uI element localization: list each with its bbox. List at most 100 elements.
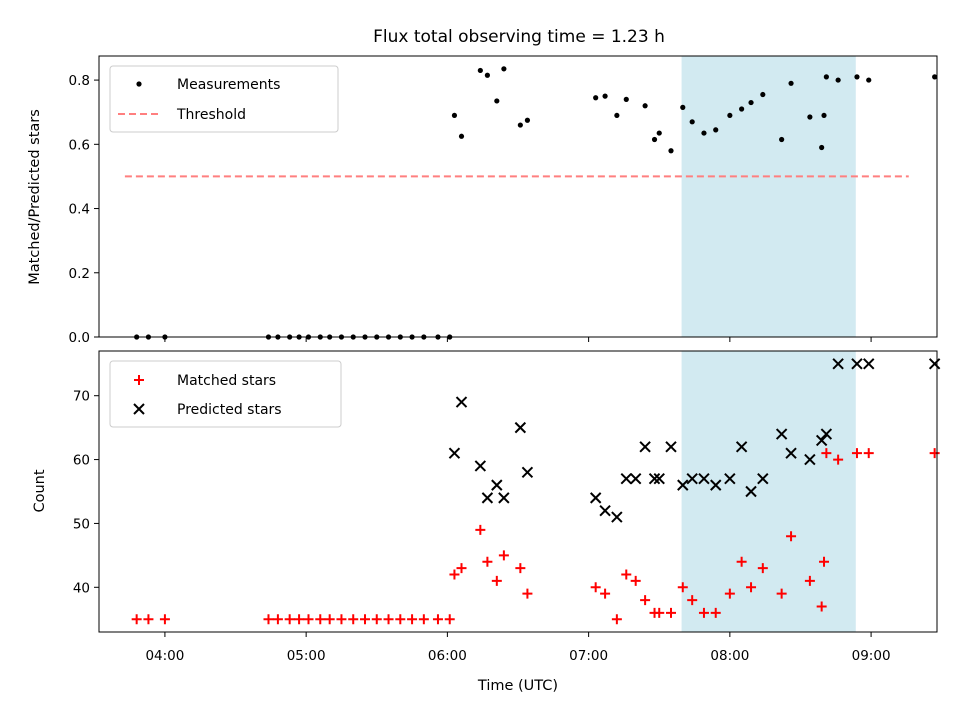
predicted-star-markers	[448, 358, 941, 523]
matched-star-marker	[600, 588, 611, 599]
predicted-star-marker	[620, 473, 632, 485]
matched-star-marker	[611, 614, 622, 625]
x-tick-label: 06:00	[428, 648, 467, 664]
matched-star-marker	[590, 582, 601, 593]
matched-star-marker	[816, 601, 827, 612]
x-tick-label: 07:00	[569, 648, 608, 664]
matched-star-marker	[418, 614, 429, 625]
matched-star-marker	[449, 569, 460, 580]
matched-star-marker	[359, 614, 370, 625]
predicted-star-marker	[589, 492, 602, 504]
matched-star-marker	[819, 556, 830, 567]
highlight-span-bottom	[681, 351, 856, 632]
predicted-star-marker	[629, 473, 642, 485]
legend-label-threshold: Threshold	[176, 107, 246, 123]
matched-star-marker	[621, 569, 632, 580]
x-tick-label: 08:00	[710, 648, 749, 664]
matched-star-marker	[475, 524, 486, 535]
matched-star-marker	[336, 614, 347, 625]
measurement-point	[494, 98, 500, 104]
matched-star-marker	[371, 614, 382, 625]
count-y-ticks: 40 50 60 70	[73, 389, 99, 596]
predicted-star-marker	[653, 473, 665, 485]
ratio-y-ticks: 0.0 0.2 0.4 0.6 0.8	[69, 73, 99, 346]
predicted-star-marker	[745, 485, 757, 498]
predicted-star-marker	[498, 492, 510, 504]
measurement-point	[593, 95, 599, 101]
measurement-point	[866, 77, 872, 83]
matched-star-marker	[630, 575, 641, 586]
matched-star-marker	[515, 563, 526, 574]
measurement-point	[932, 74, 938, 80]
measurement-point	[748, 99, 754, 106]
y-tick-label: 0.8	[69, 73, 90, 89]
predicted-star-marker	[735, 441, 748, 453]
ratio-legend-box	[109, 65, 339, 133]
matched-star-marker	[131, 614, 142, 625]
matched-star-marker	[677, 582, 688, 593]
matched-star-marker	[432, 614, 443, 625]
matched-star-marker	[710, 607, 721, 618]
y-tick-label: 0.0	[69, 330, 90, 346]
matched-star-marker	[736, 556, 747, 567]
y-tick-label: 0.4	[69, 202, 90, 218]
y-tick-label: 70	[73, 389, 90, 405]
measurement-points	[134, 66, 938, 340]
predicted-star-marker	[611, 511, 623, 523]
measurement-point	[807, 114, 813, 120]
predicted-star-marker	[928, 358, 941, 370]
matched-star-marker	[776, 588, 787, 599]
matched-star-marker	[833, 454, 844, 465]
predicted-star-marker	[815, 434, 828, 447]
measurement-point	[477, 67, 483, 74]
matched-star-marker	[395, 614, 406, 625]
legend-marker-measurements	[136, 81, 142, 87]
measurement-point	[821, 112, 827, 119]
measurement-point	[642, 103, 648, 109]
measurement-point	[823, 74, 829, 80]
measurement-point	[623, 96, 629, 102]
matched-star-marker	[284, 614, 295, 625]
y-tick-label: 0.6	[69, 137, 90, 153]
count-legend-box	[109, 360, 342, 428]
measurement-point	[854, 74, 860, 80]
measurement-point	[668, 148, 674, 154]
matched-star-marker	[315, 614, 326, 625]
legend-marker-matched	[134, 375, 144, 385]
predicted-star-marker	[474, 460, 487, 472]
ratio-legend: Measurements Threshold	[109, 65, 339, 133]
predicted-star-marker	[851, 358, 863, 370]
predicted-star-marker	[775, 428, 788, 440]
measurement-point	[689, 119, 695, 125]
predicted-star-marker	[710, 479, 722, 491]
measurement-point	[524, 117, 531, 123]
matched-star-marker	[263, 614, 274, 625]
predicted-star-marker	[724, 473, 736, 485]
x-tick-label: 05:00	[287, 648, 326, 664]
matched-star-marker	[383, 614, 394, 625]
highlight-span	[681, 56, 856, 337]
count-y-axis-label: Count	[32, 469, 48, 512]
predicted-star-marker	[491, 479, 503, 491]
matched-star-marker	[482, 556, 493, 567]
x-tick-label: 04:00	[145, 648, 184, 664]
x-axis-label: Time (UTC)	[477, 678, 558, 694]
measurement-point	[819, 144, 825, 151]
y-tick-label: 0.2	[69, 266, 90, 282]
matched-star-marker	[804, 575, 815, 586]
matched-star-marker	[294, 614, 305, 625]
measurement-point	[517, 122, 523, 128]
predicted-star-marker	[677, 479, 689, 491]
matched-star-marker	[272, 614, 283, 625]
predicted-star-marker	[448, 447, 461, 459]
x-tick-label: 09:00	[852, 648, 891, 664]
predicted-star-marker	[820, 428, 833, 440]
y-tick-label: 50	[73, 516, 90, 532]
matched-star-marker	[654, 607, 665, 618]
predicted-star-marker	[832, 358, 844, 370]
matched-star-marker	[640, 595, 651, 606]
matched-star-marker	[821, 448, 832, 459]
matched-star-marker	[159, 614, 170, 625]
matched-star-marker	[498, 550, 509, 561]
